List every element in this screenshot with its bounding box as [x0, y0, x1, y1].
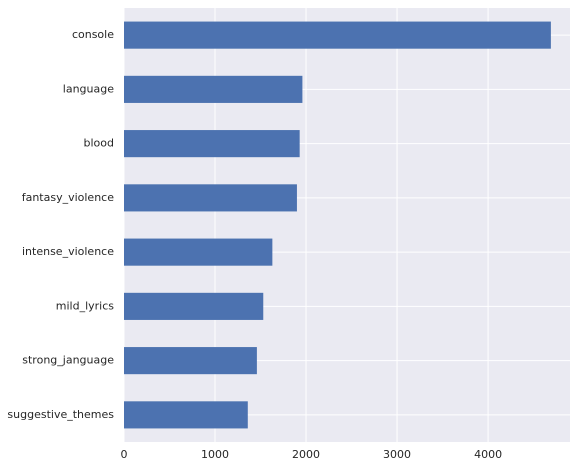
- x-tick-labels: 0 1000 2000 3000 4000: [121, 448, 503, 461]
- y-tick-label: intense_violence: [22, 245, 114, 258]
- y-tick-label: mild_lyrics: [56, 299, 115, 312]
- y-tick-labels: console language blood fantasy_violenceinte…: [7, 28, 114, 421]
- bar-suggestive-themes: [124, 401, 248, 429]
- x-tick-label: 3000: [383, 448, 411, 461]
- bar-strong-janguage: [124, 347, 257, 375]
- x-tick-label: 4000: [474, 448, 502, 461]
- bar-blood: [124, 130, 300, 158]
- bar-mild-lyrics: [124, 292, 264, 320]
- y-tick-label: strong_janguage: [22, 354, 114, 367]
- bar-language: [124, 75, 303, 103]
- x-tick-label: 2000: [292, 448, 320, 461]
- x-tick-label: 1000: [201, 448, 229, 461]
- y-tick-label: fantasy_violence: [22, 191, 115, 204]
- bars: [124, 21, 551, 429]
- bar-intense-violence: [124, 238, 273, 266]
- y-tick-label: suggestive_themes: [7, 408, 114, 421]
- bar-fantasy-violence: [124, 184, 297, 212]
- bar-console: [124, 21, 551, 49]
- y-tick-label: blood: [84, 137, 114, 150]
- y-tick-label: language: [63, 82, 114, 95]
- y-tick-label: console: [72, 28, 114, 41]
- x-tick-label: 0: [121, 448, 128, 461]
- plot-area: [124, 8, 570, 442]
